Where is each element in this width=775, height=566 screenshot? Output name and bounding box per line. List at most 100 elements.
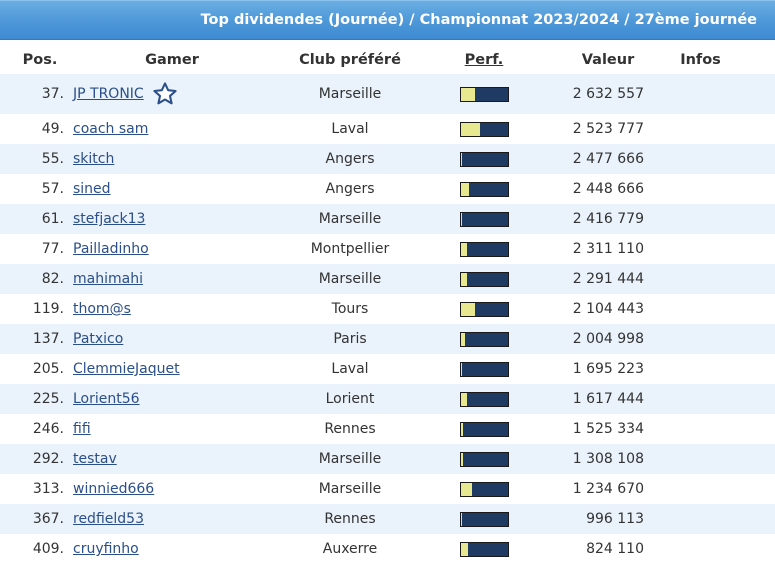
perf-bar: [459, 421, 509, 437]
perf-bar-fill: [460, 452, 464, 466]
row-perf: [440, 121, 528, 137]
table-row: 137. Patxico Paris 2 004 998: [0, 324, 775, 354]
gamer-link[interactable]: Pailladinho: [73, 241, 149, 257]
table-row: 61. stefjack13 Marseille 2 416 779: [0, 204, 775, 234]
gamer-link[interactable]: fifi: [73, 421, 91, 437]
table-row: 37. JP TRONIC Marseille 2 632 557: [0, 74, 775, 114]
perf-bar: [459, 511, 509, 527]
row-perf: [440, 271, 528, 287]
row-club: Angers: [325, 181, 375, 197]
perf-bar-fill: [460, 512, 463, 526]
table-row: 55. skitch Angers 2 477 666: [0, 144, 775, 174]
row-pos: 57.: [41, 181, 64, 197]
perf-bar-fill: [460, 182, 469, 196]
row-club: Paris: [333, 331, 367, 347]
row-club: Marseille: [318, 271, 382, 287]
row-value: 2 416 779: [572, 211, 644, 227]
gamer-link[interactable]: testav: [73, 451, 117, 467]
gamer-link[interactable]: cruyfinho: [73, 541, 139, 557]
gamer-link[interactable]: Patxico: [73, 331, 124, 347]
perf-bar: [459, 181, 509, 197]
gamer-link[interactable]: mahimahi: [73, 271, 143, 287]
perf-bar: [459, 86, 509, 102]
row-gamer: JP TRONIC: [64, 81, 260, 107]
row-perf: [440, 481, 528, 497]
table-header: Pos. Gamer Club préféré Perf. Valeur Inf…: [0, 46, 775, 74]
perf-bar-fill: [460, 542, 469, 556]
row-perf: [440, 421, 528, 437]
row-pos: 119.: [32, 301, 64, 317]
panel-title: Top dividendes (Journée) / Championnat 2…: [0, 0, 775, 40]
row-gamer: cruyfinho: [64, 541, 260, 557]
row-perf: [440, 151, 528, 167]
gamer-link[interactable]: thom@s: [73, 301, 131, 317]
row-value: 2 311 110: [572, 241, 644, 257]
gamer-link[interactable]: Lorient56: [73, 391, 140, 407]
row-value: 1 308 108: [572, 451, 644, 467]
row-value: 2 448 666: [572, 181, 644, 197]
perf-bar-fill: [460, 122, 481, 136]
row-club: Laval: [331, 121, 369, 137]
perf-bar-fill: [460, 302, 475, 316]
row-club: Marseille: [318, 481, 382, 497]
row-perf: [440, 331, 528, 347]
row-pos: 61.: [41, 211, 64, 227]
gamer-link[interactable]: ClemmieJaquet: [73, 361, 180, 377]
header-perf[interactable]: Perf.: [440, 52, 528, 68]
perf-bar: [459, 391, 509, 407]
row-pos: 292.: [32, 451, 64, 467]
row-club: Marseille: [318, 211, 382, 227]
row-pos: 82.: [41, 271, 64, 287]
gamer-link[interactable]: redfield53: [73, 511, 144, 527]
row-perf: [440, 541, 528, 557]
perf-bar: [459, 361, 509, 377]
row-gamer: fifi: [64, 421, 260, 437]
table-row: 246. fifi Rennes 1 525 334: [0, 414, 775, 444]
perf-bar-fill: [460, 392, 467, 406]
row-pos: 37.: [41, 86, 64, 102]
row-gamer: mahimahi: [64, 271, 260, 287]
header-perf-label[interactable]: Perf.: [464, 52, 504, 68]
gamer-link[interactable]: winnied666: [73, 481, 155, 497]
row-pos: 49.: [41, 121, 64, 137]
row-perf: [440, 211, 528, 227]
row-gamer: redfield53: [64, 511, 260, 527]
table-row: 292. testav Marseille 1 308 108: [0, 444, 775, 474]
perf-bar-fill: [460, 422, 464, 436]
row-gamer: Lorient56: [64, 391, 260, 407]
row-club: Auxerre: [322, 541, 378, 557]
header-value: Valeur: [581, 52, 635, 68]
row-gamer: Pailladinho: [64, 241, 260, 257]
row-value: 1 695 223: [572, 361, 644, 377]
gamer-link[interactable]: stefjack13: [73, 211, 146, 227]
row-club: Montpellier: [310, 241, 390, 257]
star-icon[interactable]: [152, 81, 178, 107]
perf-bar: [459, 541, 509, 557]
row-pos: 313.: [32, 481, 64, 497]
header-infos: Infos: [680, 52, 721, 68]
perf-bar: [459, 301, 509, 317]
row-club: Rennes: [324, 511, 376, 527]
row-club: Rennes: [324, 421, 376, 437]
table-row: 82. mahimahi Marseille 2 291 444: [0, 264, 775, 294]
row-pos: 77.: [41, 241, 64, 257]
row-value: 1 617 444: [572, 391, 644, 407]
row-value: 2 632 557: [572, 86, 644, 102]
row-gamer: ClemmieJaquet: [64, 361, 260, 377]
row-value: 1 525 334: [572, 421, 644, 437]
table-row: 119. thom@s Tours 2 104 443: [0, 294, 775, 324]
perf-bar-fill: [460, 87, 475, 101]
row-perf: [440, 241, 528, 257]
gamer-link[interactable]: skitch: [73, 151, 115, 167]
gamer-link[interactable]: coach sam: [73, 121, 149, 137]
row-value: 2 477 666: [572, 151, 644, 167]
row-pos: 367.: [32, 511, 64, 527]
row-gamer: stefjack13: [64, 211, 260, 227]
gamer-link[interactable]: sined: [73, 181, 111, 197]
gamer-link[interactable]: JP TRONIC: [73, 86, 144, 102]
row-value: 2 523 777: [572, 121, 644, 137]
row-pos: 409.: [32, 541, 64, 557]
row-perf: [440, 391, 528, 407]
perf-bar: [459, 211, 509, 227]
